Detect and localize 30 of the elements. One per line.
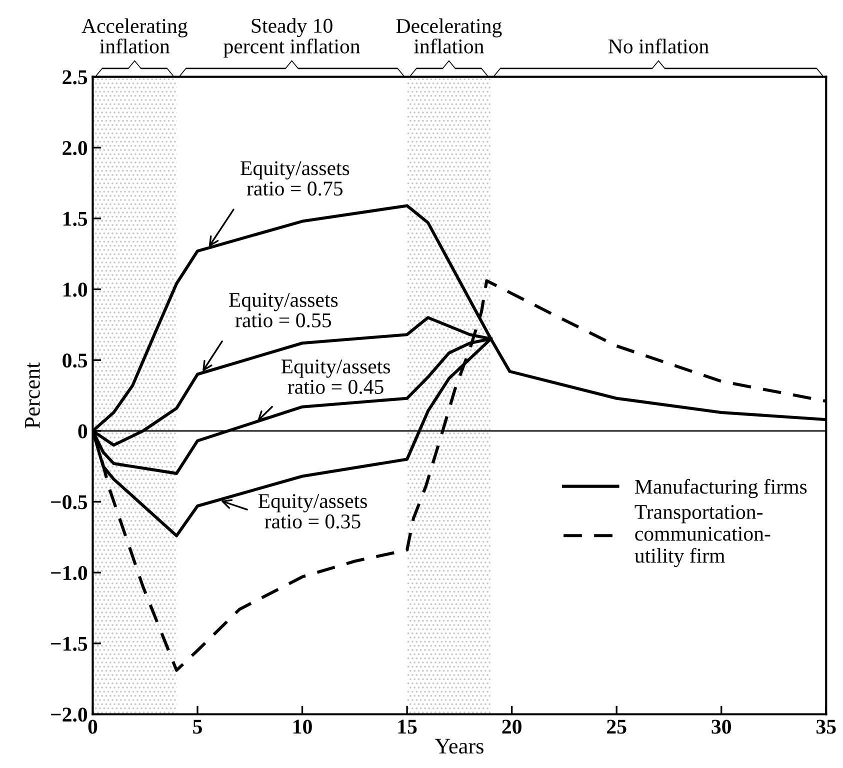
- x-tick-label: 30: [712, 720, 731, 734]
- text: No inflation: [608, 38, 709, 54]
- y-tick-label: 0: [78, 424, 88, 438]
- y-tick-label: 2.5: [62, 70, 88, 84]
- y-tick-label: 2.0: [62, 141, 88, 156]
- y-tick-label: 1.5: [63, 212, 88, 226]
- y-tick-label: −0.5: [51, 495, 88, 510]
- x-tick-label: 15: [398, 720, 417, 734]
- annotation: Equity/assets ratio = 0.45: [281, 360, 390, 394]
- legend-label: Transportation- communication- utility firm: [634, 504, 770, 568]
- x-tick-label: 10: [294, 720, 312, 734]
- band-label: Accelerating inflation: [82, 18, 188, 54]
- x-tick-label: 0: [88, 720, 98, 734]
- band-label: Decelerating inflation: [396, 18, 502, 54]
- x-tick-label: 20: [502, 720, 522, 734]
- y-tick-label: −1.5: [51, 636, 88, 651]
- legend-label: Manufacturing firms: [635, 478, 807, 498]
- y-tick-label: 1.0: [63, 282, 88, 297]
- annotation: Equity/assets ratio = 0.35: [258, 494, 367, 529]
- y-tick-label: 0.5: [62, 353, 88, 368]
- y-tick-label: −2.0: [51, 708, 88, 722]
- x-tick-label: 35: [816, 720, 836, 734]
- text: Steady 10 percent inflation: [224, 18, 360, 58]
- y-axis-title: Percent: [25, 362, 40, 428]
- annotation: Equity/assets ratio = 0.75: [240, 161, 350, 196]
- annotation: Equity/assets ratio = 0.55: [229, 292, 338, 328]
- x-tick-label: 25: [607, 720, 626, 734]
- y-tick-label: −1.0: [51, 566, 88, 580]
- x-tick-label: 5: [193, 720, 202, 734]
- x-axis-title: Years: [434, 738, 484, 754]
